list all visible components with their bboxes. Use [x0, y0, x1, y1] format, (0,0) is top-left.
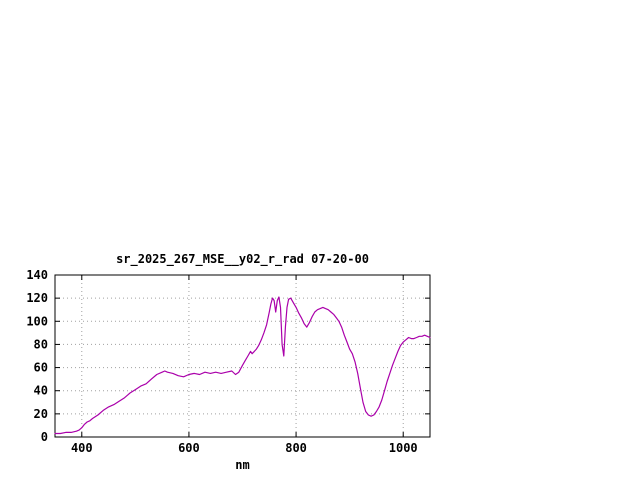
y-tick-label: 0	[41, 430, 48, 444]
y-tick-label: 100	[26, 314, 48, 328]
chart-title: sr_2025_267_MSE__y02_r_rad 07-20-00	[116, 252, 369, 266]
x-tick-label: 800	[285, 441, 307, 455]
y-tick-label: 140	[26, 268, 48, 282]
y-tick-label: 40	[34, 384, 48, 398]
y-tick-label: 20	[34, 407, 48, 421]
y-tick-label: 120	[26, 291, 48, 305]
x-tick-label: 400	[71, 441, 93, 455]
x-tick-label: 600	[178, 441, 200, 455]
x-axis-label: nm	[235, 458, 250, 472]
y-tick-label: 80	[34, 337, 48, 351]
x-tick-label: 1000	[389, 441, 418, 455]
plot-border	[54, 274, 431, 438]
y-tick-label: 60	[34, 361, 48, 375]
series-line	[54, 296, 431, 435]
